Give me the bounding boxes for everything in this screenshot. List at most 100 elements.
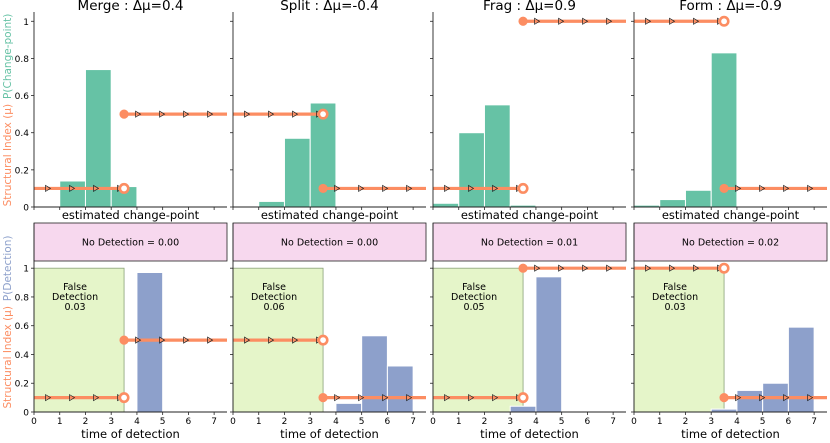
si-after-arrow-1: [159, 110, 166, 118]
si-after-arrow-3: [807, 184, 814, 193]
false-detection-label-0: False: [63, 282, 87, 293]
false-detection-label-0: False: [663, 282, 687, 293]
panel-top-3: Form : Δμ=-0.9 estimated change-point: [631, 0, 827, 222]
false-detection-label-1: Detection: [451, 292, 497, 303]
si-before-arrow-0: [444, 394, 451, 402]
false-detection-region: [633, 267, 725, 413]
si-after-arrow-3: [606, 17, 613, 25]
x-tick-label-3: 3: [108, 417, 114, 427]
x-axis-label: time of detection: [480, 427, 579, 441]
si-after-arrow-0: [735, 394, 742, 402]
si-before-arrow-2: [693, 17, 700, 25]
x-tick-label-4: 4: [134, 417, 140, 427]
si-before-arrow-1: [669, 264, 676, 272]
x-tick-label-2: 2: [83, 417, 89, 427]
x-tick-label-5: 5: [760, 417, 766, 427]
bar-3: [509, 405, 537, 413]
x-axis-label: estimated change-point: [261, 208, 399, 222]
si-filled-dot: [719, 393, 729, 403]
x-axis-label: estimated change-point: [62, 208, 200, 222]
no-detection-label: No Detection = 0.00: [82, 238, 179, 249]
si-before-arrow-2: [492, 394, 499, 402]
si-after-arrow-2: [382, 394, 389, 402]
x-tick-label-0: 0: [31, 417, 37, 427]
si-after-arrow-0: [334, 184, 341, 193]
x-tick-label-6: 6: [385, 417, 391, 427]
x-tick-label-1: 1: [256, 417, 262, 427]
si-after-arrow-2: [783, 184, 790, 193]
si-filled-dot: [119, 109, 129, 119]
panel-title: Form : Δμ=-0.9: [679, 0, 782, 14]
si-open-dot: [118, 392, 130, 404]
x-tick-label-3: 3: [307, 417, 313, 427]
si-open-dot: [517, 392, 529, 404]
x-axis-label: estimated change-point: [461, 208, 599, 222]
y-tick-label-5: 1: [23, 18, 29, 28]
si-after-arrow-1: [558, 264, 565, 272]
no-detection-band: [432, 222, 627, 262]
false-detection-label-2: 0.03: [664, 302, 685, 313]
y-axis-label-bottom: Structural Index (μ) P(Detection): [2, 236, 14, 409]
si-after-arrow-1: [558, 17, 565, 25]
si-before-arrow-0: [645, 264, 652, 272]
si-before-arrow-1: [468, 184, 475, 193]
si-after-arrow-2: [183, 336, 190, 344]
false-detection-label-2: 0.06: [263, 302, 284, 313]
false-detection-region: [33, 267, 125, 413]
si-after-arrow-3: [406, 184, 413, 193]
si-filled-dot: [318, 393, 328, 403]
si-before-arrow-1: [268, 110, 275, 118]
si-open-dot: [317, 334, 329, 346]
x-tick-label-6: 6: [186, 417, 192, 427]
si-after-arrow-2: [382, 184, 389, 193]
y-tick-label-0: 0: [23, 409, 29, 419]
x-tick-label-4: 4: [533, 417, 539, 427]
si-before-arrow-0: [645, 17, 652, 25]
x-tick-label-0: 0: [631, 417, 637, 427]
si-before-arrow-2: [292, 110, 299, 118]
si-after-arrow-3: [406, 394, 413, 402]
si-before-arrow-2: [292, 336, 299, 344]
si-open-dot: [517, 182, 529, 194]
si-before-arrow-1: [669, 17, 676, 25]
false-detection-label-1: Detection: [652, 292, 698, 303]
x-tick-label-2: 2: [683, 417, 689, 427]
si-after-arrow-3: [807, 394, 814, 402]
si-before-arrow-1: [268, 336, 275, 344]
bar-2: [684, 189, 712, 208]
bar-2: [283, 137, 311, 208]
no-detection-label: No Detection = 0.02: [682, 238, 779, 249]
panel-top-0: 0 0.2 0.4 0.6 0.8 1 Merge : Δμ=0.4 estimated ch…: [15, 0, 227, 222]
y-tick-label-3: 0.6: [15, 322, 30, 332]
bar-4: [736, 389, 764, 413]
false-detection-label-1: Detection: [52, 292, 98, 303]
false-detection-label-0: False: [262, 282, 286, 293]
false-detection-label-2: 0.03: [64, 302, 85, 313]
y-tick-label-4: 0.8: [15, 55, 30, 65]
si-before-arrow-2: [693, 264, 700, 272]
si-open-dot: [118, 182, 130, 194]
x-tick-label-7: 7: [410, 417, 416, 427]
si-before-arrow-2: [93, 394, 100, 402]
si-after-arrow-1: [759, 184, 766, 193]
si-after-arrow-2: [783, 394, 790, 402]
panel-title: Split : Δμ=-0.4: [280, 0, 379, 14]
si-filled-dot: [518, 263, 528, 273]
no-detection-band: [33, 222, 228, 262]
si-before-arrow-0: [45, 394, 52, 402]
bar-1: [258, 200, 285, 208]
x-axis-label: time of detection: [81, 427, 180, 441]
x-tick-label-6: 6: [585, 417, 591, 427]
si-open-dot: [718, 262, 730, 274]
x-tick-label-3: 3: [507, 417, 513, 427]
x-axis-label: time of detection: [681, 427, 780, 441]
x-tick-label-3: 3: [708, 417, 714, 427]
x-tick-label-5: 5: [559, 417, 565, 427]
panel-title: Merge : Δμ=0.4: [78, 0, 184, 14]
y-tick-label-5: 1: [23, 265, 29, 275]
bar-0: [432, 202, 460, 208]
